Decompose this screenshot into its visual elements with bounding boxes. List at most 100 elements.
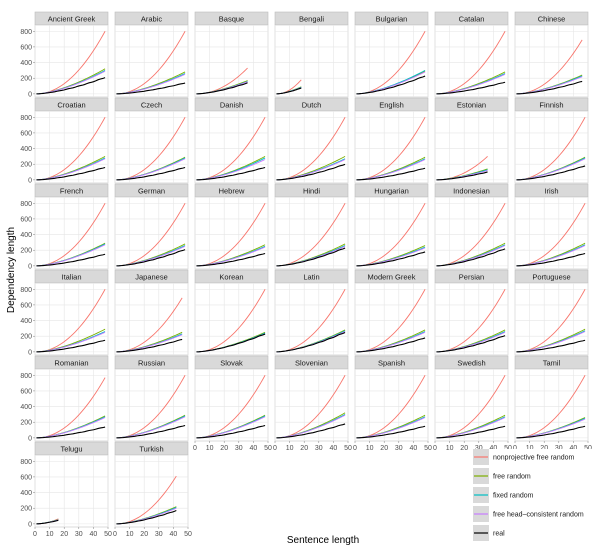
- facet-panel: Danish: [194, 97, 269, 184]
- series-line-rand: [356, 203, 426, 267]
- x-tick-label: 30: [475, 445, 483, 452]
- series-line-real: [116, 249, 186, 267]
- x-tick-label: 20: [540, 445, 548, 452]
- y-tick-label: 400: [20, 60, 32, 67]
- series-line-real: [276, 332, 346, 353]
- facet-title: Chinese: [538, 15, 566, 24]
- facet-panel: Russian: [114, 355, 189, 442]
- facet-title: Portuguese: [532, 273, 570, 282]
- facet-panel: Estonian: [434, 97, 509, 184]
- plot-area: [114, 454, 189, 528]
- x-tick-label: 10: [46, 531, 54, 538]
- y-tick-label: 400: [20, 146, 32, 153]
- x-tick-label: 50: [344, 445, 352, 452]
- facet-panel: Turkish 0 10 20 30 40 50: [113, 441, 192, 538]
- facet-panel: Hindi: [274, 183, 349, 270]
- facet-panel: English: [354, 97, 429, 184]
- legend-label: free random: [493, 474, 531, 481]
- series-line-real: [436, 425, 506, 439]
- series-line-real: [356, 75, 426, 95]
- series-line-real: [516, 339, 586, 353]
- plot-area: [194, 24, 269, 98]
- facet-panel: Italian 0 200 400 600 800: [20, 269, 109, 356]
- plot-area: [354, 282, 429, 356]
- facet-panel: Spanish 0 10 20 30 40 50: [353, 355, 432, 452]
- y-tick-label: 600: [20, 216, 32, 223]
- x-tick-label: 10: [286, 445, 294, 452]
- plot-area: [274, 110, 349, 184]
- facet-title: Hebrew: [219, 187, 245, 196]
- x-tick-label: 50: [104, 531, 112, 538]
- x-tick-label: 40: [330, 445, 338, 452]
- x-tick-label: 0: [193, 445, 197, 452]
- facet-panel: Telugu 0 200 400 600 800 0 10 20 30 40 50: [20, 441, 112, 538]
- facet-title: Spanish: [378, 359, 405, 368]
- y-tick-label: 200: [20, 162, 32, 169]
- facet-title: Ancient Greek: [48, 15, 96, 24]
- x-tick-label: 30: [315, 445, 323, 452]
- x-tick-label: 20: [300, 445, 308, 452]
- series-line-real: [36, 253, 106, 267]
- series-line-real: [436, 248, 506, 267]
- y-tick-label: 200: [20, 334, 32, 341]
- x-tick-label: 50: [264, 445, 272, 452]
- series-line-real: [436, 81, 506, 95]
- y-tick-label: 0: [28, 177, 32, 184]
- facet-panel: Bengali: [274, 11, 349, 98]
- x-tick-label: 0: [353, 445, 357, 452]
- y-tick-label: 400: [20, 490, 32, 497]
- legend: nonprojective free random free random fixe…: [473, 449, 593, 542]
- legend-label: real: [493, 531, 505, 538]
- facet-title: Basque: [219, 15, 244, 24]
- x-tick-label: 20: [380, 445, 388, 452]
- facet-panel: Indonesian: [434, 183, 509, 270]
- facet-title: Telugu: [60, 445, 82, 454]
- x-tick-label: 50: [504, 445, 512, 452]
- plot-area: [274, 24, 349, 98]
- x-axis-label: Sentence length: [287, 535, 359, 546]
- series-line-real: [516, 252, 586, 267]
- facet-title: Arabic: [141, 15, 163, 24]
- x-tick-label: 20: [140, 531, 148, 538]
- series-line-real: [196, 82, 248, 95]
- x-tick-label: 0: [113, 531, 117, 538]
- facet-panel: Hungarian: [354, 183, 429, 270]
- facet-title: Japanese: [135, 273, 168, 282]
- facet-title: German: [138, 187, 165, 196]
- series-line-real: [116, 510, 177, 525]
- plot-area: [354, 196, 429, 270]
- facet-title: Croatian: [57, 101, 85, 110]
- y-tick-label: 800: [20, 459, 32, 466]
- x-tick-label: 40: [250, 445, 258, 452]
- y-tick-label: 0: [28, 263, 32, 270]
- series-line-real: [196, 333, 266, 353]
- x-tick-label: 0: [433, 445, 437, 452]
- facet-title: Hungarian: [374, 187, 409, 196]
- facet-title: Danish: [220, 101, 243, 110]
- facet-title: Latin: [303, 273, 319, 282]
- plot-area: [194, 110, 269, 184]
- legend-label: nonprojective free random: [493, 455, 574, 462]
- facet-title: Russian: [138, 359, 165, 368]
- facet-panel: Latin: [274, 269, 349, 356]
- plot-area: [434, 282, 509, 356]
- facet-panel: Romanian 0 200 400 600 800: [20, 355, 109, 442]
- facet-panel: Chinese: [514, 11, 589, 98]
- legend-label: free head–consistent random: [493, 512, 584, 519]
- x-tick-label: 40: [410, 445, 418, 452]
- facet-panel: Arabic: [114, 11, 189, 98]
- facet-title: Modern Greek: [368, 273, 416, 282]
- facet-title: Estonian: [457, 101, 486, 110]
- series-line-head: [36, 417, 106, 439]
- plot-area: [194, 368, 269, 442]
- series-line-real: [116, 424, 186, 439]
- facet-title: French: [60, 187, 83, 196]
- series-line-real: [276, 247, 346, 267]
- plot-area: [274, 282, 349, 356]
- plot-area: [434, 196, 509, 270]
- x-tick-label: 20: [60, 531, 68, 538]
- facet-title: Italian: [61, 273, 81, 282]
- series-line-real: [196, 252, 266, 267]
- y-axis-label: Dependency length: [6, 227, 17, 313]
- facet-panel: Slovenian 0 10 20 30 40 50: [273, 355, 352, 452]
